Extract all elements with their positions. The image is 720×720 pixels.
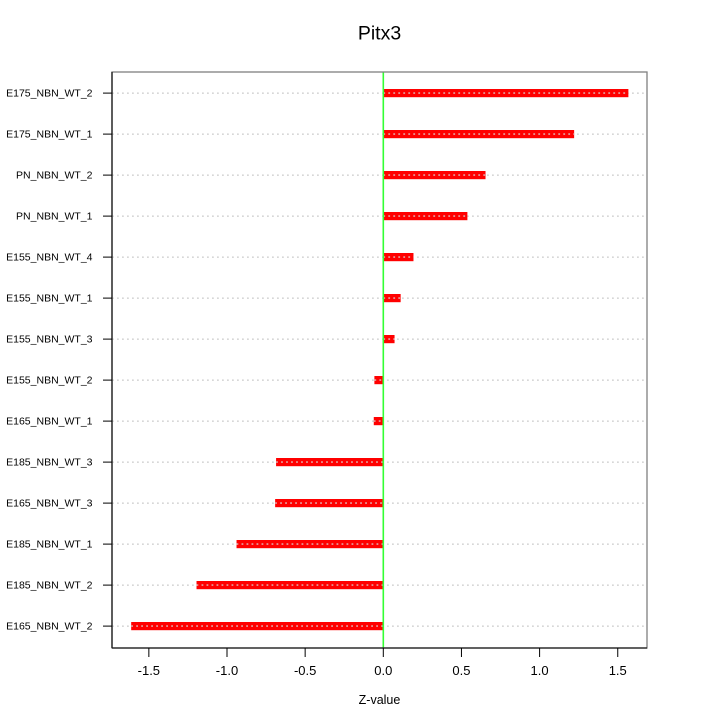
- svg-text:E185_NBN_WT_2: E185_NBN_WT_2: [6, 580, 93, 592]
- svg-text:E185_NBN_WT_1: E185_NBN_WT_1: [6, 539, 93, 551]
- svg-text:E155_NBN_WT_4: E155_NBN_WT_4: [6, 252, 93, 264]
- svg-text:Pitx3: Pitx3: [358, 23, 401, 45]
- svg-text:E155_NBN_WT_2: E155_NBN_WT_2: [6, 375, 93, 387]
- svg-text:E155_NBN_WT_1: E155_NBN_WT_1: [6, 293, 93, 305]
- svg-text:-1.5: -1.5: [138, 663, 160, 678]
- svg-text:0.0: 0.0: [374, 663, 392, 678]
- svg-text:E185_NBN_WT_3: E185_NBN_WT_3: [6, 457, 93, 469]
- svg-text:E175_NBN_WT_2: E175_NBN_WT_2: [6, 88, 93, 100]
- svg-text:E165_NBN_WT_1: E165_NBN_WT_1: [6, 416, 93, 428]
- svg-text:-0.5: -0.5: [294, 663, 316, 678]
- svg-text:1.0: 1.0: [531, 663, 549, 678]
- svg-text:PN_NBN_WT_1: PN_NBN_WT_1: [16, 211, 93, 223]
- svg-text:PN_NBN_WT_2: PN_NBN_WT_2: [16, 170, 93, 182]
- svg-text:1.5: 1.5: [609, 663, 627, 678]
- svg-text:E175_NBN_WT_1: E175_NBN_WT_1: [6, 129, 93, 141]
- svg-text:-1.0: -1.0: [216, 663, 238, 678]
- svg-text:Z-value: Z-value: [359, 693, 401, 707]
- svg-text:0.5: 0.5: [452, 663, 470, 678]
- svg-text:E165_NBN_WT_3: E165_NBN_WT_3: [6, 498, 93, 510]
- svg-text:E155_NBN_WT_3: E155_NBN_WT_3: [6, 334, 93, 346]
- svg-text:E165_NBN_WT_2: E165_NBN_WT_2: [6, 621, 93, 633]
